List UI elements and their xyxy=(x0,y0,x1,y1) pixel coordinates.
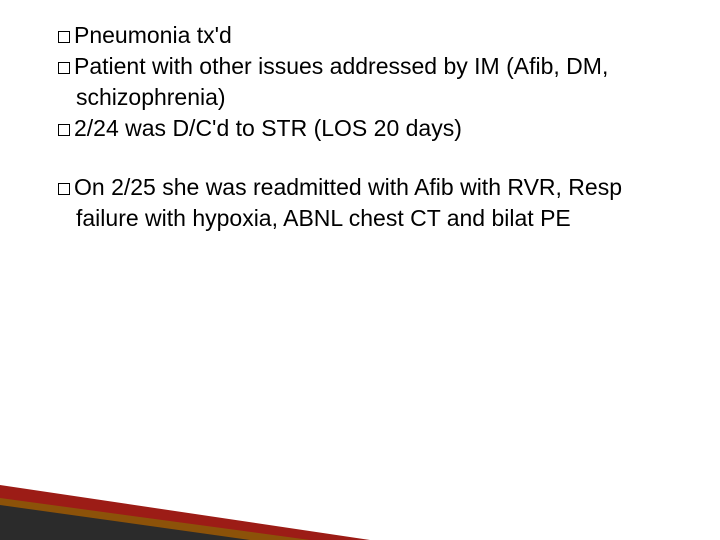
bullet-text: Patient with other issues addressed by I… xyxy=(74,53,608,110)
square-bullet-icon xyxy=(58,124,70,136)
bullet-block-2: On 2/25 she was readmitted with Afib wit… xyxy=(58,172,660,234)
square-bullet-icon xyxy=(58,31,70,43)
bullet-block-1: Pneumonia tx'd Patient with other issues… xyxy=(58,20,660,144)
list-item: On 2/25 she was readmitted with Afib wit… xyxy=(58,172,660,234)
corner-accent-graphic xyxy=(0,450,380,540)
bullet-text: Pneumonia tx'd xyxy=(74,22,232,48)
text-content: Pneumonia tx'd Patient with other issues… xyxy=(58,20,660,262)
list-item: Pneumonia tx'd xyxy=(58,20,660,51)
accent-shape-red xyxy=(0,485,370,540)
bullet-text: On 2/25 she was readmitted with Afib wit… xyxy=(74,174,622,231)
accent-shape-olive xyxy=(0,498,310,540)
square-bullet-icon xyxy=(58,183,70,195)
accent-shape-dark xyxy=(0,505,250,540)
slide: Pneumonia tx'd Patient with other issues… xyxy=(0,0,720,540)
list-item: Patient with other issues addressed by I… xyxy=(58,51,660,113)
square-bullet-icon xyxy=(58,62,70,74)
list-item: 2/24 was D/C'd to STR (LOS 20 days) xyxy=(58,113,660,144)
bullet-text: 2/24 was D/C'd to STR (LOS 20 days) xyxy=(74,115,462,141)
